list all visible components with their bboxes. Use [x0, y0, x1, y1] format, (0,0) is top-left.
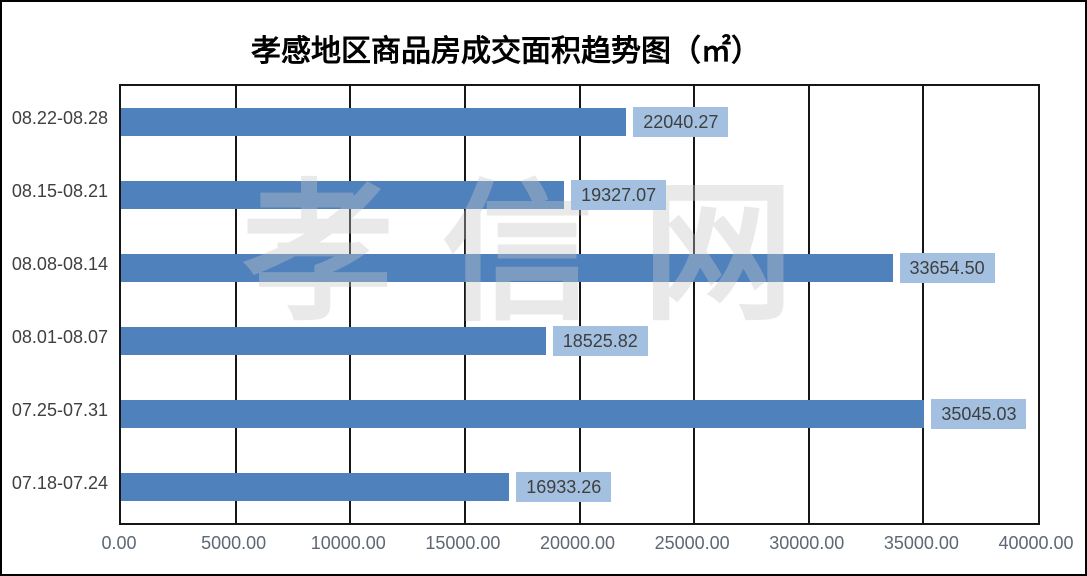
bar	[121, 399, 925, 428]
bar-value-label: 18525.82	[552, 325, 648, 356]
x-axis-tick-label: 0.00	[101, 533, 137, 553]
bar-value-label: 35045.03	[931, 398, 1027, 429]
bar	[121, 326, 546, 355]
gridline	[578, 86, 581, 523]
x-axis-tick-label: 20000.00	[539, 533, 616, 553]
bar-value-label: 16933.26	[516, 471, 612, 502]
gridline	[234, 86, 237, 523]
bar-value-label: 33654.50	[899, 253, 995, 284]
gridline	[807, 86, 810, 523]
y-axis-label: 08.08-08.14	[11, 254, 108, 275]
gridline	[349, 86, 352, 523]
x-axis-tick-label: 10000.00	[310, 533, 386, 553]
bar	[121, 472, 510, 501]
bar-value-label: 22040.27	[633, 107, 729, 138]
gridline	[922, 86, 925, 523]
x-axis-tick-label: 5000.00	[201, 533, 267, 553]
gridline	[463, 86, 466, 523]
bar	[121, 254, 893, 283]
bar	[121, 108, 627, 137]
plot-area: 22040.27 19327.07 33654.50 18525.82 35045.03…	[119, 84, 1040, 525]
gridline	[693, 86, 696, 523]
x-axis-tick-label: 15000.00	[425, 533, 501, 553]
y-axis-label: 08.22-08.28	[11, 108, 108, 129]
y-axis-label: 07.18-07.24	[11, 472, 108, 493]
bar-value-label: 19327.07	[571, 180, 667, 211]
x-axis-tick-label: 35000.00	[883, 533, 959, 553]
x-axis-tick-label: 40000.00	[998, 533, 1074, 553]
x-axis-tick-label: 25000.00	[654, 533, 730, 553]
y-axis-label: 07.25-07.31	[11, 399, 108, 420]
x-axis-tick-label: 30000.00	[769, 533, 845, 553]
chart-title: 孝感地区商品房成交面积趋势图（㎡）	[251, 34, 761, 69]
y-axis-label: 08.15-08.21	[11, 181, 108, 202]
bar	[121, 181, 565, 210]
y-axis-label: 08.01-08.07	[11, 326, 108, 347]
